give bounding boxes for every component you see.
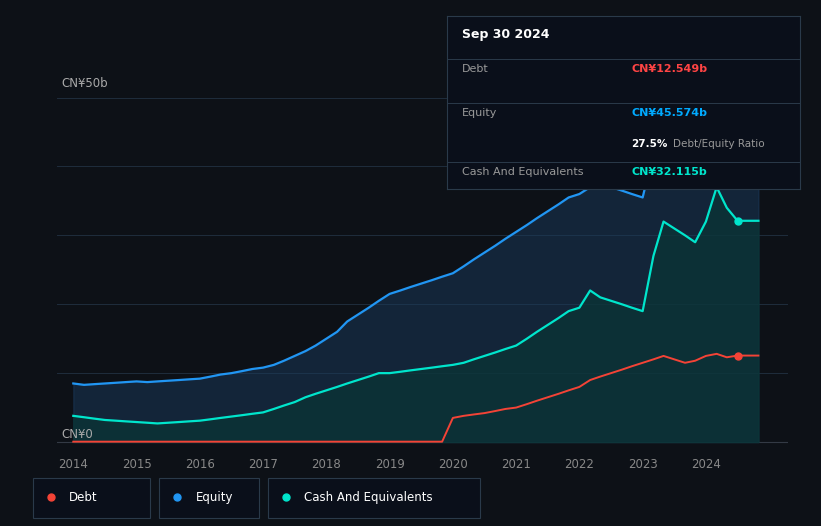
Text: Equity: Equity: [461, 108, 497, 118]
FancyBboxPatch shape: [268, 478, 480, 519]
FancyBboxPatch shape: [33, 478, 150, 519]
Text: Debt: Debt: [461, 64, 488, 74]
Text: CN¥50b: CN¥50b: [61, 77, 108, 90]
Text: CN¥12.549b: CN¥12.549b: [631, 64, 707, 74]
Text: CN¥0: CN¥0: [61, 428, 93, 441]
Text: Cash And Equivalents: Cash And Equivalents: [461, 167, 583, 177]
Text: Equity: Equity: [195, 491, 233, 503]
Text: 27.5%: 27.5%: [631, 139, 667, 149]
Text: CN¥32.115b: CN¥32.115b: [631, 167, 707, 177]
Text: Debt: Debt: [69, 491, 98, 503]
Text: CN¥45.574b: CN¥45.574b: [631, 108, 707, 118]
Text: Debt/Equity Ratio: Debt/Equity Ratio: [673, 139, 765, 149]
Text: Cash And Equivalents: Cash And Equivalents: [304, 491, 433, 503]
Text: Sep 30 2024: Sep 30 2024: [461, 28, 549, 41]
FancyBboxPatch shape: [159, 478, 259, 519]
